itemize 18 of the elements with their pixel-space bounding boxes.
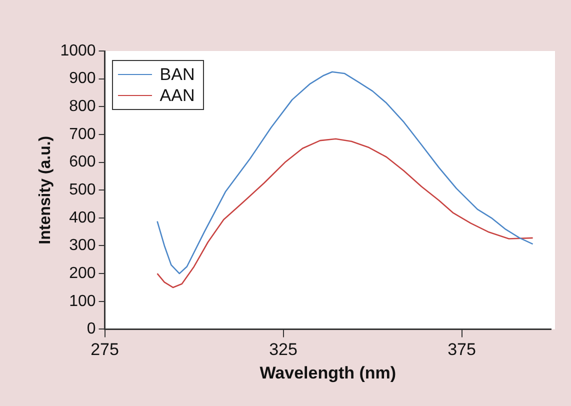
x-axis-title: Wavelength (nm) [260, 363, 396, 382]
x-tick-label: 325 [269, 340, 298, 360]
y-tick-label: 900 [69, 70, 96, 88]
y-tick-label: 500 [69, 182, 96, 199]
y-tick-label: 700 [69, 126, 96, 143]
y-tick-label: 600 [69, 154, 96, 171]
x-tick-label: 275 [90, 340, 119, 360]
legend-label: BAN [160, 64, 195, 85]
legend-label: AAN [160, 85, 195, 106]
y-tick-label: 800 [69, 98, 96, 116]
y-tick-label: 0 [86, 320, 96, 338]
y-tick-label: 100 [69, 292, 96, 310]
x-tick-label: 375 [448, 340, 476, 360]
y-axis-title: Intensity (a.u.) [37, 136, 54, 244]
y-tick-label: 200 [69, 264, 96, 282]
y-tick-label: 300 [69, 237, 96, 254]
y-tick-label: 1000 [60, 42, 96, 60]
y-tick-label: 400 [69, 209, 96, 226]
